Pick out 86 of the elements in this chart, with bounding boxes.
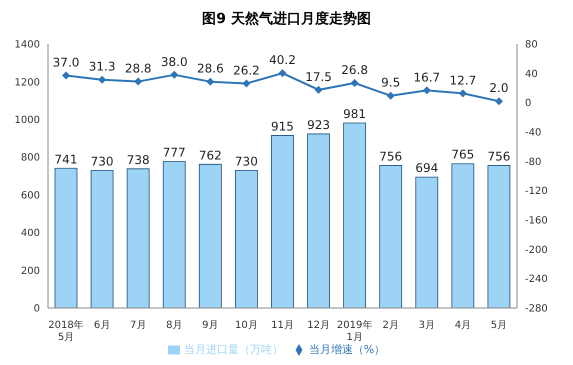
bar [162,161,186,308]
data-label: 756 [379,149,402,164]
data-label: 923 [307,118,330,132]
bar [54,168,78,308]
y2-tick-label: -280 [525,304,548,315]
x-tick-label: 4月 [454,320,472,331]
data-label: 2.0 [489,81,509,96]
x-tick-label: 2月 [382,320,399,331]
y2-tick-label: 80 [525,40,538,51]
point [98,76,106,84]
y-tick-label: 0 [34,304,40,315]
bar [307,134,330,308]
data-label: 756 [487,149,510,164]
data-label: 26.2 [233,63,260,78]
data-label: 730 [90,154,114,168]
y-tick-label: 1200 [14,77,40,88]
bar [271,135,294,308]
x-tick-label: 6月 [94,320,110,331]
y2-tick-label: -240 [525,274,548,286]
y-tick-label: 400 [20,228,40,240]
data-label: 9.5 [381,76,400,90]
point [134,78,142,86]
y2-tick-label: -40 [525,128,542,139]
bar [234,170,258,308]
data-label: 738 [126,152,150,167]
x-tick-label: 2018年 5月 [48,319,84,343]
legend-label: 当月进口量（万吨） [184,343,283,356]
point [314,86,323,94]
data-label: 38.0 [160,54,188,69]
point [494,97,503,106]
chart-title: 图9 天然气进口月度走势图 [201,10,372,29]
y-tick-label: 1400 [14,40,40,51]
x-tick-label: 5月 [490,320,508,331]
data-label: 777 [162,145,186,160]
bar [90,170,114,308]
bar [488,165,510,308]
x-tick-label: 7月 [130,320,146,331]
bar [451,163,474,308]
data-label: 28.8 [124,62,152,76]
point [458,89,467,98]
data-label: 762 [198,148,222,162]
x-tick-label: 9月 [202,320,219,331]
x-tick-label: 2019年 1月 [336,319,372,343]
point [386,92,395,100]
y-tick-label: 800 [20,152,40,164]
data-label: 28.6 [196,62,224,76]
bar [415,176,438,308]
x-tick-label: 12月 [307,320,330,331]
x-tick-label: 11月 [271,320,294,331]
legend-label: 当月增速（%） [308,343,386,356]
data-label: 31.3 [88,60,116,74]
point [206,78,214,86]
data-label: 26.8 [341,63,368,78]
data-label: 915 [271,119,294,134]
y-tick-label: 600 [20,190,40,202]
y2-tick-label: -160 [525,216,548,227]
data-label: 40.2 [269,53,296,68]
bar [343,122,366,308]
data-label: 694 [415,161,438,176]
point [278,69,286,78]
bar [198,164,222,308]
y2-tick-label: -200 [525,244,548,256]
x-tick-label: 8月 [166,320,182,331]
y2-tick-label: -120 [525,186,548,198]
point [62,72,70,80]
bar [379,165,402,308]
data-label: 730 [234,154,258,168]
data-label: 765 [451,148,474,162]
data-label: 12.7 [450,73,476,88]
data-label: 16.7 [413,70,440,84]
y2-tick-label: -80 [525,156,542,168]
data-label: 741 [54,152,78,166]
y-tick-label: 1000 [14,114,40,126]
x-tick-label: 10月 [235,320,258,331]
bar [126,168,150,308]
point [422,86,431,94]
x-tick-label: 3月 [418,320,435,331]
y2-tick-label: 0 [525,98,532,110]
data-label: 17.5 [305,70,332,84]
y-tick-label: 200 [20,266,40,277]
point [242,79,250,88]
point [350,79,359,88]
point [170,70,178,79]
data-label: 981 [343,107,366,122]
y2-tick-label: 40 [525,68,538,80]
data-label: 37.0 [52,56,80,70]
